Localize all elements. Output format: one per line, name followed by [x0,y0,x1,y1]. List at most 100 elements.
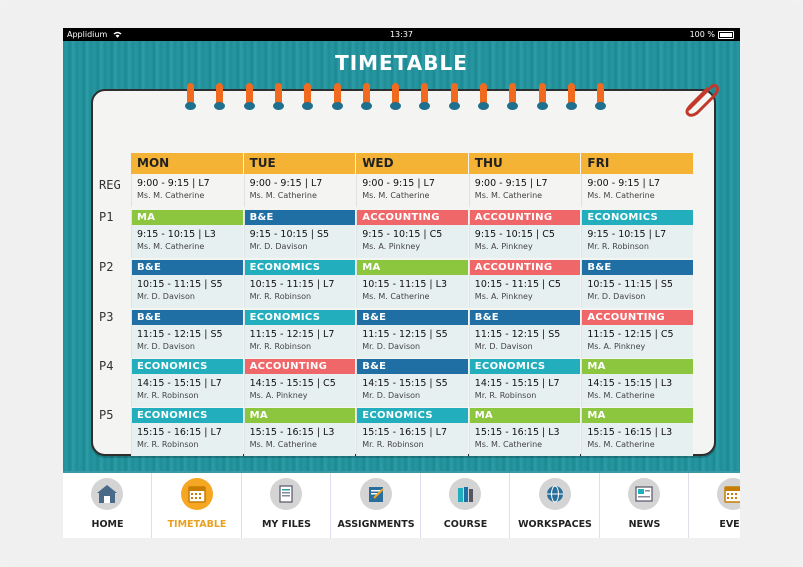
teacher-name: Ms. M. Catherine [362,292,430,301]
subject-badge: MA [469,408,581,423]
tab-workspaces[interactable]: WORKSPACES [511,473,600,538]
class-time: 10:15 - 11:15 | L3 [362,279,447,290]
class-time: 9:00 - 9:15 | L7 [474,178,548,189]
subject-badge: ECONOMICS [244,310,356,325]
carrier-label: Applidium [67,28,122,41]
timetable-cell[interactable]: MA 15:15 - 16:15 | L3 Ms. M. Catherine [243,408,356,456]
battery-status: 100 % [690,28,734,41]
teacher-name: Mr. D. Davison [362,342,421,351]
assignment-icon [359,478,392,510]
timetable-cell[interactable]: B&E 10:15 - 11:15 | S5 Mr. D. Davison [581,260,693,308]
tab-even[interactable]: EVEN [689,473,740,538]
class-details: 9:15 - 10:15 | L3 Ms. M. Catherine [132,225,243,258]
binder-ring [478,83,489,110]
timetable-cell[interactable]: ECONOMICS 10:15 - 11:15 | L7 Mr. R. Robins… [243,260,356,308]
teacher-name: Mr. D. Davison [137,342,195,351]
teacher-name: Ms. M. Catherine [249,440,317,449]
subject-badge: MA [132,210,243,225]
binder-ring [302,83,314,110]
timetable-cell[interactable]: B&E 11:15 - 12:15 | S5 Mr. D. Davison [468,310,581,358]
period-label: P1 [99,210,114,224]
timetable-cell[interactable]: 9:00 - 9:15 | L7 Ms. M. Catherine [468,174,581,207]
class-time: 9:15 - 10:15 | C5 [362,229,443,240]
class-details: 11:15 - 12:15 | S5 Mr. D. Davison [132,325,243,358]
class-time: 10:15 - 11:15 | S5 [587,279,673,290]
subject-badge: B&E [582,260,693,275]
timetable-cell[interactable]: ACCOUNTING 9:15 - 10:15 | C5 Ms. A. Pinkne… [356,210,468,258]
timetable-cell[interactable]: ECONOMICS 11:15 - 12:15 | L7 Mr. R. Robins… [243,310,356,358]
class-time: 9:00 - 9:15 | L7 [587,178,661,189]
teacher-name: Mr. D. Davison [362,391,421,400]
timetable-cell[interactable]: 9:00 - 9:15 | L7 Ms. M. Catherine [356,174,468,207]
timetable-cell[interactable]: MA 15:15 - 16:15 | L3 Ms. M. Catherine [581,408,693,456]
teacher-name: Ms. M. Catherine [474,191,543,200]
timetable-cell[interactable]: MA 9:15 - 10:15 | L3 Ms. M. Catherine [131,210,243,258]
wifi-icon [113,31,122,38]
class-details: 9:15 - 10:15 | C5 Ms. A. Pinkney [469,225,581,258]
class-details: 11:15 - 12:15 | C5 Ms. A. Pinkney [582,325,693,358]
timetable-cell[interactable]: ACCOUNTING 10:15 - 11:15 | C5 Ms. A. Pinkn… [468,260,581,308]
timetable-cell[interactable]: ECONOMICS 14:15 - 15:15 | L7 Mr. R. Robins… [131,359,243,407]
timetable-cell[interactable]: 9:00 - 9:15 | L7 Ms. M. Catherine [243,174,356,207]
timetable-cell[interactable]: ECONOMICS 9:15 - 10:15 | L7 Mr. R. Robinso… [581,210,693,258]
timetable-cell[interactable]: ECONOMICS 14:15 - 15:15 | L7 Mr. R. Robins… [468,359,581,407]
timetable-cell[interactable]: 9:00 - 9:15 | L7 Ms. M. Catherine [581,174,693,207]
screen: Applidium 13:37 100 % TIMETABLE MON TUE WE… [63,28,740,538]
binder-ring [214,83,226,110]
timetable-cell[interactable]: B&E 9:15 - 10:15 | S5 Mr. D. Davison [243,210,356,258]
subject-badge: B&E [469,310,581,325]
binder-ring [243,83,255,110]
house-icon [91,478,123,510]
class-time: 11:15 - 12:15 | L7 [249,329,335,340]
timetable-cell[interactable]: 9:00 - 9:15 | L7 Ms. M. Catherine [131,174,243,207]
tab-news[interactable]: NEWS [600,473,689,538]
teacher-name: Ms. M. Catherine [587,391,655,400]
tab-assignments[interactable]: ASSIGNMENTS [332,473,421,538]
timetable-cell[interactable]: MA 10:15 - 11:15 | L3 Ms. M. Catherine [356,260,468,308]
class-details: 11:15 - 12:15 | S5 Mr. D. Davison [357,325,468,358]
class-details: 9:15 - 10:15 | C5 Ms. A. Pinkney [357,225,468,258]
class-details: 10:15 - 11:15 | S5 Mr. D. Davison [582,275,693,308]
class-time: 11:15 - 12:15 | C5 [587,329,674,340]
class-details: 14:15 - 15:15 | C5 Ms. A. Pinkney [244,374,356,407]
subject-badge: ECONOMICS [357,408,468,423]
timetable-cell[interactable]: ACCOUNTING 14:15 - 15:15 | C5 Ms. A. Pinkn… [243,359,356,407]
class-time: 9:15 - 10:15 | L3 [137,229,216,240]
class-details: 11:15 - 12:15 | S5 Mr. D. Davison [469,325,581,358]
teacher-name: Mr. R. Robinson [587,242,649,251]
tab-timetable[interactable]: TIMETABLE [153,473,242,538]
tab-bar: HOME TIMETABLE MY FILES ASSIGNMENTS COURSE WO… [63,471,740,538]
timetable-cell[interactable]: ECONOMICS 15:15 - 16:15 | L7 Mr. R. Robins… [131,408,243,456]
tab-label: MY FILES [261,519,312,530]
calendar-icon [717,478,740,510]
paperclip-icon [685,83,719,117]
timetable-cell[interactable]: ACCOUNTING 9:15 - 10:15 | C5 Ms. A. Pinkne… [468,210,581,258]
class-time: 10:15 - 11:15 | C5 [474,279,561,290]
teacher-name: Ms. M. Catherine [137,242,205,251]
timetable-cell[interactable]: B&E 14:15 - 15:15 | S5 Mr. D. Davison [356,359,468,407]
timetable-cell[interactable]: B&E 11:15 - 12:15 | S5 Mr. D. Davison [131,310,243,358]
timetable-cell[interactable]: ECONOMICS 15:15 - 16:15 | L7 Mr. R. Robins… [356,408,468,456]
timetable-cell[interactable]: B&E 10:15 - 11:15 | S5 Mr. D. Davison [131,260,243,308]
subject-badge: B&E [357,310,468,325]
books-icon [449,478,481,510]
tab-home[interactable]: HOME [63,473,152,538]
tab-my-files[interactable]: MY FILES [242,473,331,538]
class-time: 9:00 - 9:15 | L7 [362,178,435,189]
tab-label: WORKSPACES [518,519,592,530]
teacher-name: Ms. A. Pinkney [249,391,308,400]
period-label: REG [99,178,121,192]
timetable-cell[interactable]: MA 14:15 - 15:15 | L3 Ms. M. Catherine [581,359,693,407]
tab-course[interactable]: COURSE [421,473,510,538]
timetable-cell[interactable]: MA 15:15 - 16:15 | L3 Ms. M. Catherine [468,408,581,456]
timetable-cell[interactable]: B&E 11:15 - 12:15 | S5 Mr. D. Davison [356,310,468,358]
teacher-name: Ms. M. Catherine [362,191,430,200]
class-time: 9:15 - 10:15 | S5 [249,229,330,240]
subject-badge: MA [582,408,693,423]
teacher-name: Mr. R. Robinson [249,342,312,351]
binder-ring [448,83,460,110]
class-time: 9:00 - 9:15 | L7 [137,178,210,189]
timetable-cell[interactable]: ACCOUNTING 11:15 - 12:15 | C5 Ms. A. Pinkn… [581,310,693,358]
class-time: 14:15 - 15:15 | L7 [474,378,560,389]
